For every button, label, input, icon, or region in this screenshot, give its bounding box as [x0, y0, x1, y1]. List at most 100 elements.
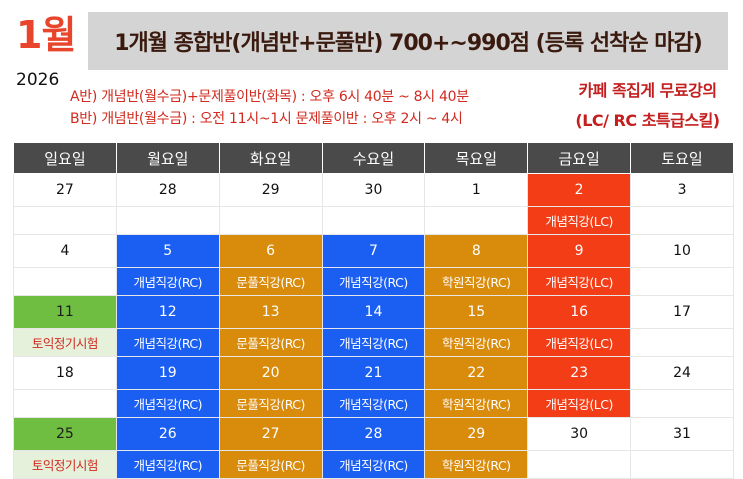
day-event: 문풀직강(RC)	[218, 267, 323, 296]
day-event: 개념직강(LC)	[527, 328, 632, 357]
day-number: 18	[13, 356, 117, 390]
day-number: 28	[321, 417, 426, 451]
day-number: 21	[321, 356, 426, 390]
day-event-empty	[424, 206, 529, 235]
day-number: 9	[527, 234, 632, 268]
day-number: 8	[424, 234, 529, 268]
day-number: 7	[321, 234, 426, 268]
week-date-row: 25 26 27 28 29 30 31	[13, 417, 734, 451]
month-label: 1월	[16, 13, 76, 57]
day-number: 28	[115, 173, 220, 207]
day-number: 11	[13, 295, 117, 329]
day-event: 학원직강(RC)	[424, 389, 529, 418]
day-number: 30	[527, 417, 632, 451]
week-date-row: 11 12 13 14 15 16 17	[13, 295, 734, 329]
day-number: 1	[424, 173, 529, 207]
day-event: 학원직강(RC)	[424, 450, 529, 479]
day-event: 개념직강(RC)	[321, 389, 426, 418]
course-title-banner: 1개월 종합반(개념반+문풀반) 700+~990점 (등록 선착순 마감)	[88, 12, 728, 70]
weekday-sun: 일요일	[13, 142, 117, 174]
day-number: 27	[13, 173, 117, 207]
calendar-body: 27 28 29 30 1 2 3 개념직강(LC) 4 5 6 7 8 9 10 개념직강(RC) 문풀직강(…	[13, 173, 734, 479]
day-number: 29	[218, 173, 323, 207]
day-number: 27	[218, 417, 323, 451]
day-number: 3	[630, 173, 734, 207]
day-number: 14	[321, 295, 426, 329]
weekday-mon: 월요일	[115, 142, 220, 174]
day-event: 토익정기시험	[13, 450, 117, 479]
day-event: 개념직강(LC)	[527, 206, 632, 235]
weekday-tue: 화요일	[218, 142, 323, 174]
day-number: 30	[321, 173, 426, 207]
day-event: 학원직강(RC)	[424, 328, 529, 357]
day-event: 문풀직강(RC)	[218, 328, 323, 357]
week-event-row: 개념직강(RC) 문풀직강(RC) 개념직강(RC) 학원직강(RC) 개념직강(LC)	[13, 267, 734, 296]
promo-text: 카페 족집게 무료강의 (LC/ RC 초특급스킬)	[560, 76, 735, 136]
week-event-row: 개념직강(RC) 문풀직강(RC) 개념직강(RC) 학원직강(RC) 개념직강(LC)	[13, 389, 734, 418]
week-event-row: 개념직강(LC)	[13, 206, 734, 235]
day-number: 26	[115, 417, 220, 451]
weekday-sat: 토요일	[630, 142, 734, 174]
day-event: 개념직강(RC)	[115, 389, 220, 418]
day-number: 22	[424, 356, 529, 390]
day-event: 개념직강(LC)	[527, 389, 632, 418]
year-label: 2026	[16, 70, 60, 90]
day-number: 12	[115, 295, 220, 329]
promo-line-2: (LC/ RC 초특급스킬)	[575, 111, 720, 130]
schedule-b: B반) 개념반(월수금) : 오전 11시~1시 문제풀이반 : 오후 2시 ~…	[70, 111, 463, 127]
schedule-a: A반) 개념반(월수금)+문제풀이반(화목) : 오후 6시 40분 ~ 8시 …	[70, 89, 469, 105]
day-number: 10	[630, 234, 734, 268]
week-event-row: 토익정기시험 개념직강(RC) 문풀직강(RC) 개념직강(RC) 학원직강(RC) 개념…	[13, 328, 734, 357]
day-event-empty	[13, 206, 117, 235]
weekday-fri: 금요일	[527, 142, 632, 174]
day-number: 25	[13, 417, 117, 451]
day-event-empty	[630, 267, 734, 296]
day-number: 5	[115, 234, 220, 268]
day-event: 개념직강(RC)	[115, 267, 220, 296]
day-number: 19	[115, 356, 220, 390]
day-number: 13	[218, 295, 323, 329]
day-event: 학원직강(RC)	[424, 267, 529, 296]
day-event-empty	[630, 206, 734, 235]
day-event-empty	[218, 206, 323, 235]
course-title: 1개월 종합반(개념반+문풀반) 700+~990점 (등록 선착순 마감)	[114, 31, 703, 56]
day-number: 4	[13, 234, 117, 268]
week-date-row: 27 28 29 30 1 2 3	[13, 173, 734, 207]
day-event: 개념직강(RC)	[321, 450, 426, 479]
day-event-empty	[527, 450, 632, 479]
day-number: 17	[630, 295, 734, 329]
weekday-header-row: 일요일 월요일 화요일 수요일 목요일 금요일 토요일	[13, 142, 734, 174]
day-event-empty	[115, 206, 220, 235]
calendar-grid: 일요일 월요일 화요일 수요일 목요일 금요일 토요일 27 28 29 30 1 2 3 개…	[13, 142, 734, 479]
day-number: 2	[527, 173, 632, 207]
promo-line-1: 카페 족집게 무료강의	[578, 81, 717, 100]
day-number: 16	[527, 295, 632, 329]
week-date-row: 18 19 20 21 22 23 24	[13, 356, 734, 390]
day-event-empty	[13, 389, 117, 418]
week-date-row: 4 5 6 7 8 9 10	[13, 234, 734, 268]
day-event: 개념직강(RC)	[321, 267, 426, 296]
day-event-empty	[321, 206, 426, 235]
day-event-empty	[13, 267, 117, 296]
day-number: 15	[424, 295, 529, 329]
day-event: 개념직강(RC)	[115, 450, 220, 479]
day-event-empty	[630, 450, 734, 479]
day-number: 24	[630, 356, 734, 390]
day-number: 23	[527, 356, 632, 390]
day-event: 개념직강(RC)	[321, 328, 426, 357]
day-event-empty	[630, 389, 734, 418]
day-event: 문풀직강(RC)	[218, 389, 323, 418]
weekday-wed: 수요일	[321, 142, 426, 174]
day-number: 20	[218, 356, 323, 390]
day-event-empty	[630, 328, 734, 357]
class-schedule: A반) 개념반(월수금)+문제풀이반(화목) : 오후 6시 40분 ~ 8시 …	[70, 86, 469, 130]
day-event: 토익정기시험	[13, 328, 117, 357]
day-event: 문풀직강(RC)	[218, 450, 323, 479]
day-number: 29	[424, 417, 529, 451]
day-event: 개념직강(LC)	[527, 267, 632, 296]
week-event-row: 토익정기시험 개념직강(RC) 문풀직강(RC) 개념직강(RC) 학원직강(RC)	[13, 450, 734, 479]
day-number: 6	[218, 234, 323, 268]
weekday-thu: 목요일	[424, 142, 529, 174]
day-number: 31	[630, 417, 734, 451]
